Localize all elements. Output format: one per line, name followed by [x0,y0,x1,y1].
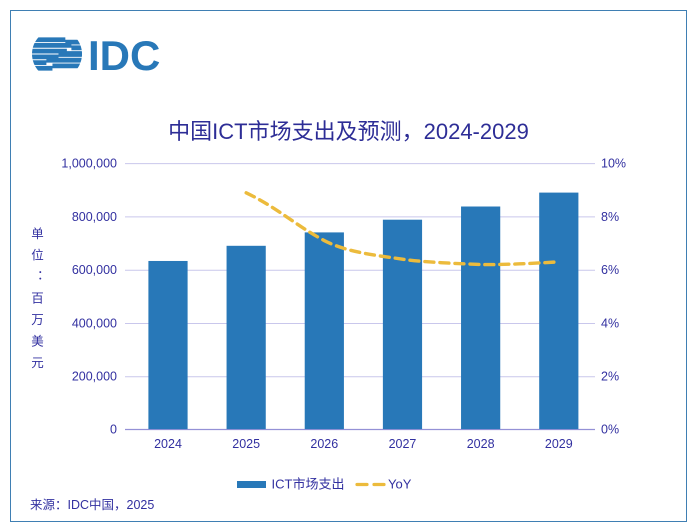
svg-text:200,000: 200,000 [72,370,117,384]
svg-text:1,000,000: 1,000,000 [61,157,117,171]
svg-text:YoY: YoY [388,477,412,492]
svg-text:2024: 2024 [154,437,182,450]
svg-text:6%: 6% [601,263,619,277]
svg-text:2028: 2028 [467,437,495,450]
svg-text:4%: 4% [601,316,619,330]
svg-text:2027: 2027 [389,437,417,450]
svg-text:600,000: 600,000 [72,263,117,277]
svg-text:2%: 2% [601,370,619,384]
svg-text:800,000: 800,000 [72,210,117,224]
svg-text:2025: 2025 [232,437,260,450]
svg-text:0%: 0% [601,422,619,436]
svg-text:10%: 10% [601,157,626,171]
svg-text:2029: 2029 [545,437,573,450]
svg-text:8%: 8% [601,210,619,224]
svg-text:2026: 2026 [310,437,338,450]
svg-text:IDC: IDC [88,32,160,79]
svg-text:0: 0 [110,422,117,436]
svg-text:400,000: 400,000 [72,316,117,330]
svg-text:ICT市场支出: ICT市场支出 [272,477,345,492]
